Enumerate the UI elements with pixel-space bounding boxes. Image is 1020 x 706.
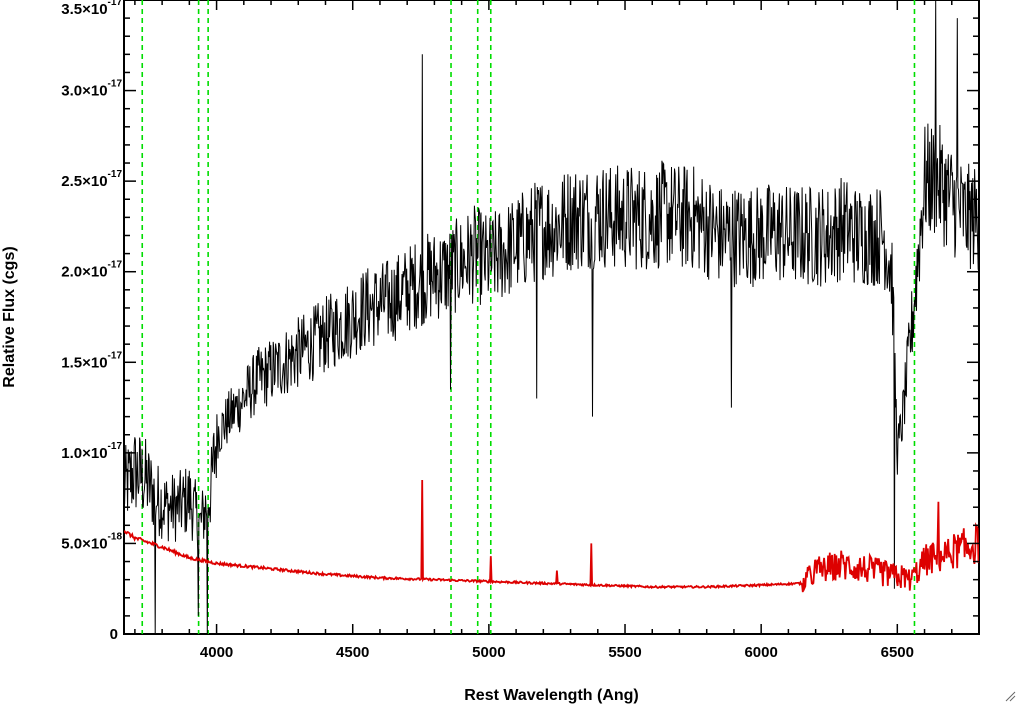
x-tick-label: 6000 xyxy=(744,644,777,661)
y-tick-label: 1.5×10-17 xyxy=(61,350,122,371)
y-axis-title: Relative Flux (cgs) xyxy=(1,246,18,387)
y-tick-exponent: -17 xyxy=(108,441,123,452)
y-tick-exponent: -17 xyxy=(108,169,123,180)
x-axis-title: Rest Wavelength (Ang) xyxy=(464,687,639,704)
y-tick-label: 1.0×10-17 xyxy=(61,441,122,462)
y-tick-label: 5.0×10-18 xyxy=(61,531,122,552)
x-tick-label: 4500 xyxy=(336,644,369,661)
x-tick-label: 5000 xyxy=(472,644,505,661)
plot-frame xyxy=(123,0,980,635)
resize-grip-icon[interactable] xyxy=(1004,690,1016,702)
y-tick-mantissa: 3.5×10 xyxy=(61,1,107,18)
x-tick-label: 4000 xyxy=(200,644,233,661)
y-tick-exponent: -17 xyxy=(108,0,123,8)
emission-line-markers xyxy=(141,0,916,634)
y-tick-exponent: -17 xyxy=(108,79,123,90)
y-tick-exponent: -18 xyxy=(108,531,123,542)
y-tick-exponent: -17 xyxy=(108,260,123,271)
y-tick-mantissa: 5.0×10 xyxy=(61,535,107,552)
y-tick-mantissa: 2.0×10 xyxy=(61,264,107,281)
y-tick-label: 3.5×10-17 xyxy=(61,0,122,18)
y-tick-label: 2.5×10-17 xyxy=(61,169,122,190)
y-tick-label: 0 xyxy=(110,626,118,643)
spectrum-series xyxy=(124,0,979,634)
y-tick-mantissa: 3.0×10 xyxy=(61,83,107,100)
y-tick-mantissa: 1.0×10 xyxy=(61,445,107,462)
y-tick-label: 3.0×10-17 xyxy=(61,79,122,100)
model-spectrum-line xyxy=(124,479,979,593)
y-tick-exponent: -17 xyxy=(108,350,123,361)
y-tick-label: 2.0×10-17 xyxy=(61,260,122,281)
x-tick-label: 6500 xyxy=(881,644,914,661)
x-tick-label: 5500 xyxy=(608,644,641,661)
y-tick-mantissa: 1.5×10 xyxy=(61,354,107,371)
tick-labels: 4000 4500 5000 5500 6000 6500 0 5.0×10-18 1.0×10… xyxy=(61,0,914,661)
flux-spectrum-line xyxy=(124,0,979,634)
y-tick-mantissa: 2.5×10 xyxy=(61,173,107,190)
axis-ticks xyxy=(124,0,980,635)
